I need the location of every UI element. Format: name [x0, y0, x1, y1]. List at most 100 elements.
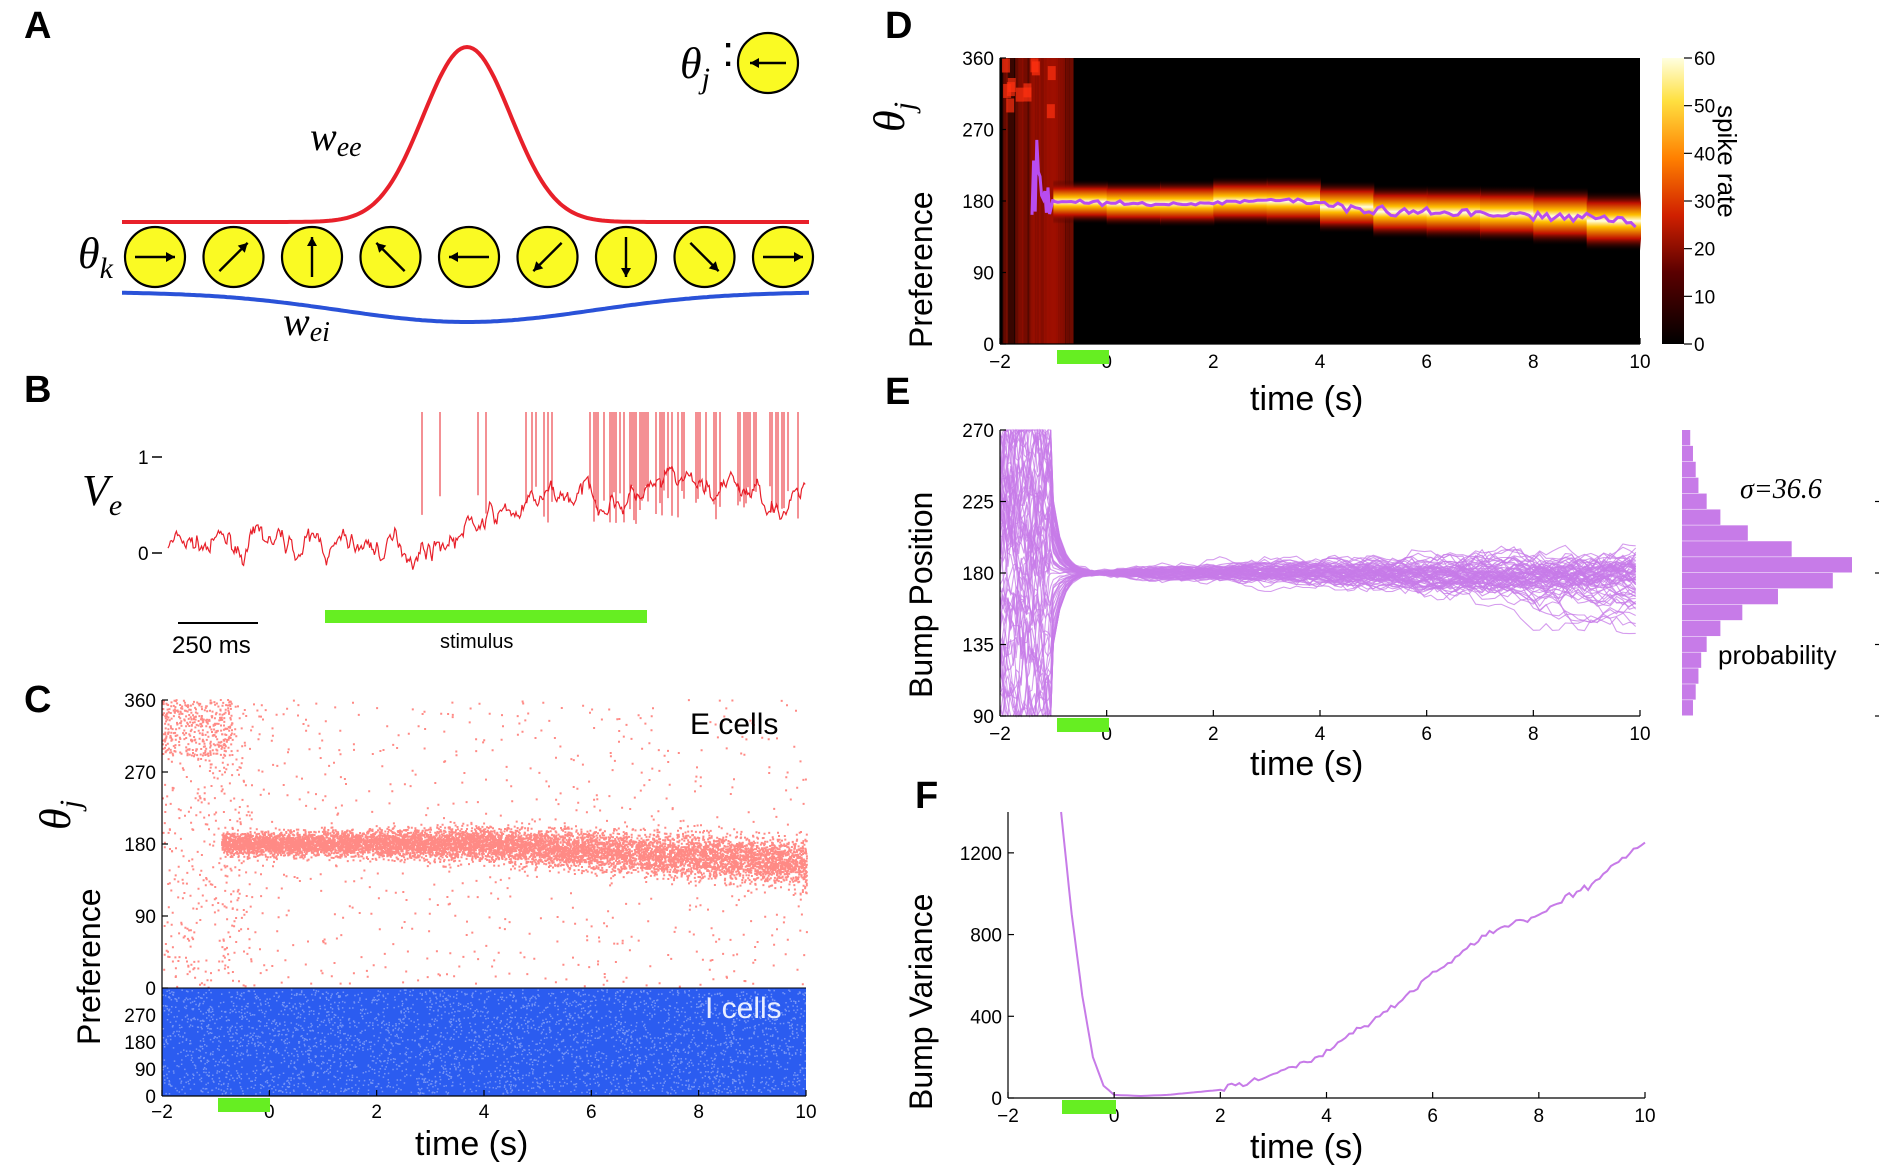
neuron-row: [123, 225, 815, 289]
bump-trace-58: [999, 471, 1636, 585]
probability-label: probability: [1718, 640, 1837, 670]
bump-trace-59: [999, 438, 1636, 588]
cbar-tick-label-0: 0: [1694, 335, 1705, 356]
panel-b-letter: B: [24, 369, 51, 411]
d-xtick-label-6: 6: [1421, 352, 1432, 373]
f-xtick-label-8: 8: [1534, 1106, 1545, 1127]
neuron-arrow-7-head: [708, 261, 719, 272]
wei-label: wei: [283, 299, 330, 348]
colorbar-label: spike rate: [1712, 105, 1742, 218]
bump-trace-67: [999, 494, 1636, 641]
d-pre-blob: [1001, 58, 1010, 73]
ve-label: Ve: [82, 466, 122, 522]
neuron-arrow-4: [449, 252, 489, 262]
stimulus-bar: [325, 610, 647, 623]
d-pre-blob: [1031, 61, 1040, 76]
d-pre-noise: [1015, 58, 1023, 344]
d-pre-noise: [1038, 58, 1045, 344]
c-i-ytick-label-90: 90: [135, 1060, 156, 1081]
f-ytick-label-800: 800: [970, 926, 1002, 947]
f-ytick-label-0: 0: [991, 1089, 1002, 1110]
i-cells-label: I cells: [705, 992, 782, 1025]
e-xtick-label-8: 8: [1528, 724, 1539, 745]
d-ylabel: Preference: [903, 191, 939, 348]
c-xlabel: time (s): [415, 1125, 528, 1163]
hist-bar-3: [1682, 652, 1702, 668]
bump-trace-60: [999, 429, 1636, 590]
hist-bar-2: [1682, 668, 1699, 684]
d-ytick-label-90: 90: [973, 264, 994, 285]
e-xtick-label-10: 10: [1629, 724, 1650, 745]
bump-trace-62: [999, 429, 1636, 610]
ve-spikes: [421, 412, 799, 524]
f-xtick-label-4: 4: [1321, 1106, 1332, 1127]
c-xtick-label--2: −2: [151, 1102, 173, 1123]
d-pre-noise: [1018, 58, 1024, 344]
panel-d-letter: D: [885, 5, 912, 47]
theta-j-neuron: [736, 31, 800, 95]
hist-bar-10: [1682, 541, 1792, 557]
c-ytick-label-360: 360: [124, 691, 156, 712]
bump-trace-61: [999, 565, 1637, 717]
theta-j-arrow-head: [750, 58, 759, 68]
d-ytick-label-180: 180: [962, 192, 994, 213]
bump-trace-4: [999, 429, 1636, 624]
d-bump-trace: [1030, 139, 1637, 229]
f-xtick-label-0: 0: [1109, 1106, 1120, 1127]
ve-trace: [167, 464, 806, 570]
neuron-arrow-1: [218, 242, 249, 272]
d-pre-noise: [1036, 58, 1045, 344]
sigma-label: σ=36.6: [1740, 474, 1822, 505]
f-xtick-label-10: 10: [1634, 1106, 1655, 1127]
d-pre-noise: [1022, 58, 1030, 344]
neuron-arrow-8: [763, 252, 803, 262]
f-ytick-label-400: 400: [970, 1007, 1002, 1028]
f-stimulus-bar: [1062, 1100, 1116, 1114]
d-xtick-label-4: 4: [1315, 352, 1326, 373]
panel-c-letter: C: [24, 679, 51, 721]
neuron-arrow-7: [689, 242, 720, 272]
hist-bar-11: [1682, 525, 1748, 541]
e-bump-traces: [999, 428, 1637, 719]
wei-curve: [122, 290, 810, 324]
f-xtick-label-6: 6: [1427, 1106, 1438, 1127]
i-cells-raster: [162, 988, 806, 1096]
stimulus-label: stimulus: [440, 631, 513, 653]
d-xlabel: time (s): [1250, 380, 1363, 418]
cbar-tick-label-40: 40: [1694, 144, 1715, 165]
bump-trace-69: [999, 428, 1637, 580]
bump-trace-49: [999, 559, 1636, 693]
f-xtick-label--2: −2: [997, 1106, 1019, 1127]
c-i-ytick-label-270: 270: [124, 1006, 156, 1027]
hist-bar-16: [1682, 445, 1693, 462]
e-cell-spikes: [162, 699, 808, 989]
neuron-arrow-6-head: [621, 268, 631, 277]
e-xtick-label-2: 2: [1208, 724, 1219, 745]
c-ytick-label-0: 0: [145, 979, 156, 1000]
f-variance-trace: [1060, 811, 1646, 1098]
cbar-tick-label-50: 50: [1694, 97, 1715, 118]
neuron-arrow-1-head: [237, 242, 248, 253]
bump-trace-66: [999, 520, 1637, 628]
panel-f-letter: F: [915, 775, 938, 817]
colorbar-ticks: 0 10 20 30 40 50 60: [1684, 49, 1715, 356]
d-xtick-label-10: 10: [1629, 352, 1650, 373]
d-pre-blob: [1006, 98, 1015, 113]
c-xtick-label-6: 6: [586, 1102, 597, 1123]
neuron-arrow-2-head: [307, 237, 317, 246]
d-ytick-label-0: 0: [983, 335, 994, 356]
c-e-cells-scatter: [162, 699, 808, 989]
c-stimulus-bar: [218, 1098, 270, 1112]
c-xtick-label-4: 4: [479, 1102, 490, 1123]
neuron-arrow-2: [307, 237, 317, 277]
panel-a-letter: A: [24, 5, 51, 47]
d-theta-j: θj: [865, 102, 921, 132]
cbar-tick-label-30: 30: [1694, 192, 1715, 213]
d-pre-blob: [1007, 78, 1016, 93]
i-cells-noise: [162, 989, 808, 1095]
hist-bar-0: [1682, 700, 1693, 716]
c-ytick-label-180: 180: [124, 835, 156, 856]
panel-e-letter: E: [885, 371, 910, 413]
